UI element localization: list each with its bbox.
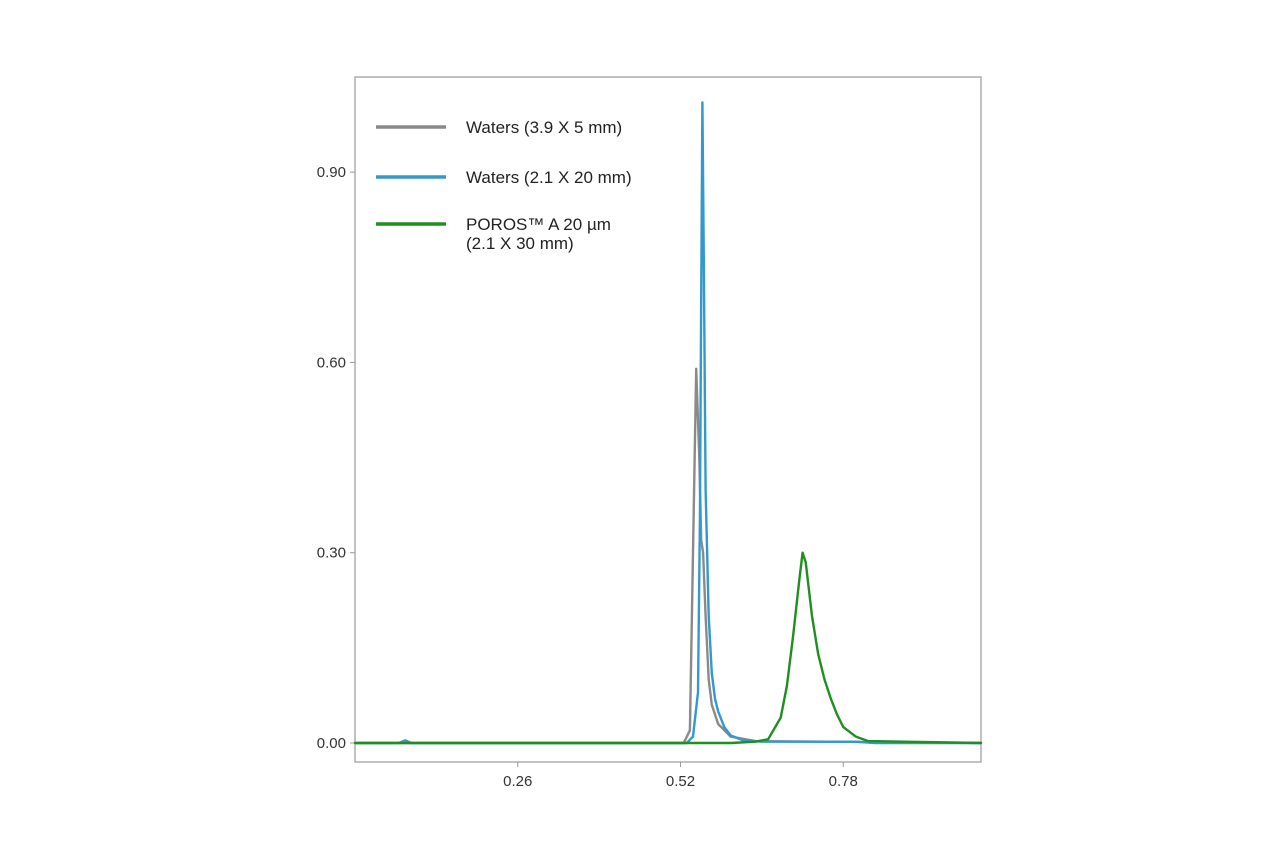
x-tick-label: 0.26	[503, 773, 532, 790]
x-tick-label: 0.52	[666, 773, 695, 790]
series-line-0	[353, 367, 983, 745]
legend-label-2: POROS™ A 20 µm (2.1 X 30 mm)	[466, 215, 611, 253]
legend: Waters (3.9 X 5 mm) Waters (2.1 X 20 mm) P…	[376, 118, 632, 253]
y-tick-label: 0.90	[317, 164, 346, 181]
y-tick-label: 0.00	[317, 735, 346, 752]
x-tick-label: 0.78	[829, 773, 858, 790]
legend-label-1: Waters (2.1 X 20 mm)	[466, 168, 632, 187]
y-tick-label: 0.30	[317, 545, 346, 562]
axis-ticks: 0.26 0.52 0.78 0.00 0.30 0.60 0.90	[317, 164, 858, 790]
plot-frame	[354, 76, 982, 763]
series-line-2	[353, 551, 983, 745]
series-lines	[353, 101, 983, 745]
y-tick-label: 0.60	[317, 354, 346, 371]
legend-label-0: Waters (3.9 X 5 mm)	[466, 118, 622, 137]
